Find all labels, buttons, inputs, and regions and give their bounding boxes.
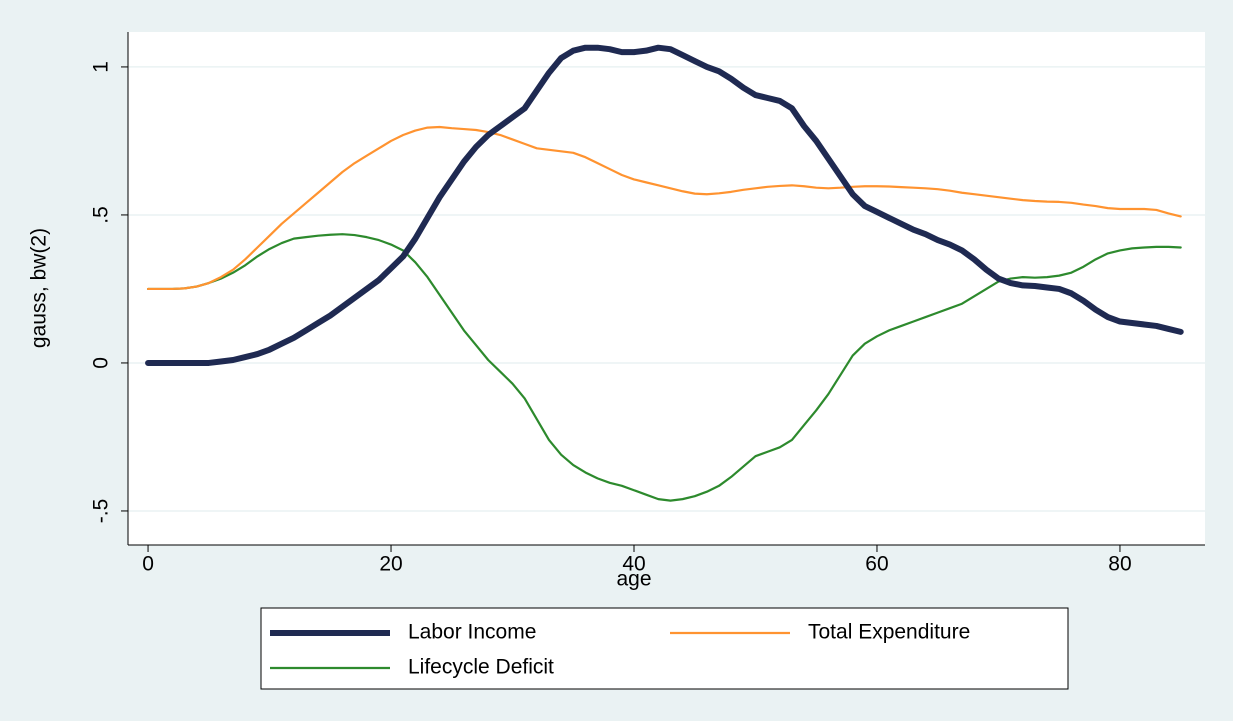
- y-tick-label: 1: [90, 61, 113, 73]
- legend-box: [260, 607, 1069, 690]
- legend-label: Total Expenditure: [808, 621, 970, 644]
- series-line: [145, 44, 1184, 366]
- x-tick-label: 0: [142, 553, 154, 576]
- y-tick-label: -.5: [90, 499, 113, 524]
- legend-label: Labor Income: [408, 621, 536, 644]
- series-line: [146, 233, 1182, 502]
- x-axis-label: age: [616, 568, 651, 591]
- series-line: [146, 125, 1182, 291]
- x-tick-label: 60: [865, 553, 888, 576]
- x-tick-label: 80: [1108, 553, 1131, 576]
- y-tick-label: .5: [90, 206, 113, 224]
- y-tick-label: 0: [90, 357, 113, 369]
- y-axis-label: gauss, bw(2): [28, 228, 51, 348]
- legend-label: Lifecycle Deficit: [408, 656, 554, 679]
- x-tick-label: 20: [379, 553, 402, 576]
- x-tick-label: 40: [622, 553, 645, 576]
